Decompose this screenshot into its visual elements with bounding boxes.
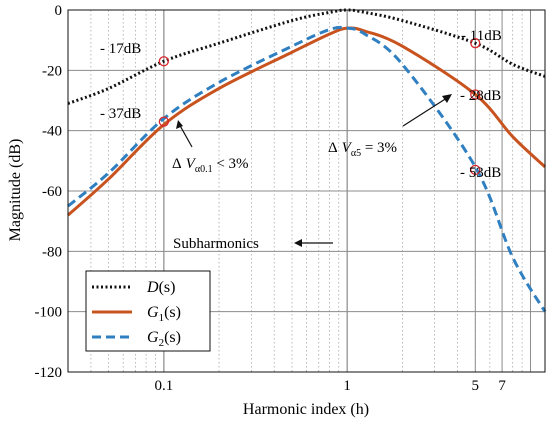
y-tick-label: -100 <box>35 305 63 321</box>
marker-label-1: - 37dB <box>100 106 141 122</box>
legend-label-d: D(s) <box>146 279 175 296</box>
y-tick-label: 0 <box>55 3 63 19</box>
y-tick-label: -120 <box>35 365 63 381</box>
markers <box>158 38 481 176</box>
annotation-arrows <box>176 94 452 247</box>
series-lines <box>67 8 547 313</box>
tick-labels: 0.1 1 5 7 0 -20 -40 -60 -80 -100 -120 <box>35 3 507 394</box>
x-tick-label: 7 <box>498 378 506 394</box>
marker-circle <box>470 89 481 100</box>
series-line-2 <box>67 25 547 313</box>
y-tick-label: -20 <box>42 63 62 79</box>
marker-circle <box>470 164 481 176</box>
marker-label-0: - 17dB <box>100 41 141 57</box>
y-tick-label: -80 <box>42 244 62 260</box>
y-axis-label: Magnitude (dB) <box>7 139 24 242</box>
legend: D(s) G1(s) G2(s) <box>85 270 211 352</box>
annotation-dv-5: Δ Vα5 = 3% <box>328 140 397 159</box>
x-tick-label: 0.1 <box>154 378 173 394</box>
legend-label-g2: G2(s) <box>147 329 181 349</box>
marker-label-4: - 53dB <box>460 165 501 181</box>
x-tick-label: 1 <box>343 378 351 394</box>
marker-circle <box>158 116 170 127</box>
x-tick-label: 5 <box>472 378 480 394</box>
y-tick-label: -60 <box>42 184 62 200</box>
marker-label-2: - 11dB <box>461 28 502 44</box>
annotation-subharmonics: Subharmonics <box>173 236 259 252</box>
marker-circle <box>158 56 170 67</box>
legend-label-g1: G1(s) <box>147 304 181 324</box>
marker-circle <box>470 38 481 49</box>
marker-label-3: - 28dB <box>460 88 501 104</box>
annotation-dv-0.1: Δ Vα0.1 < 3% <box>172 156 249 175</box>
x-axis-label: Harmonic index (h) <box>243 401 369 418</box>
series-line-1 <box>67 26 547 217</box>
y-tick-label: -40 <box>42 124 62 140</box>
plot-frame <box>67 9 546 373</box>
